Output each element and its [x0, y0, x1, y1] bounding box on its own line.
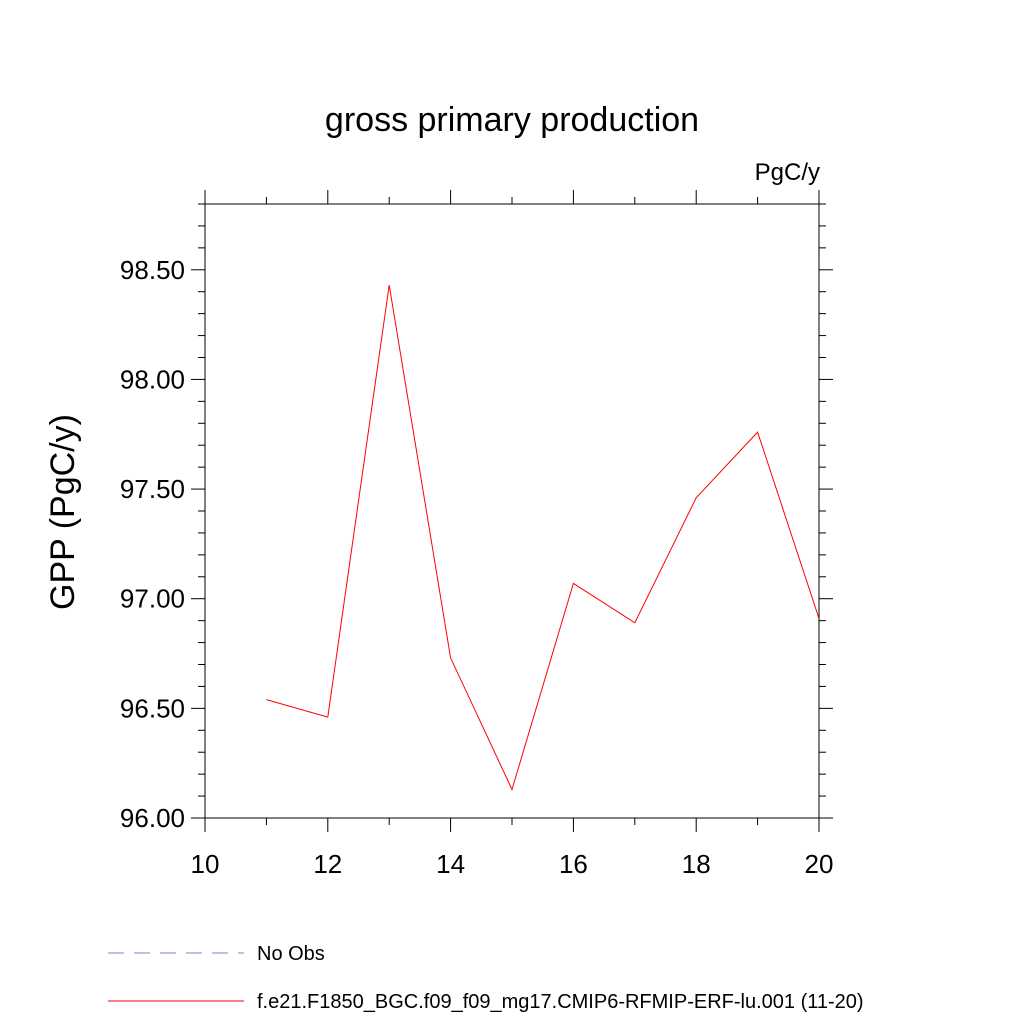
y-tick-label: 98.50: [120, 255, 185, 285]
axis-ticks: [191, 190, 833, 832]
legend-label: No Obs: [257, 943, 325, 965]
plot-frame: [204, 203, 820, 819]
series-line: [266, 285, 820, 791]
y-tick-label: 97.50: [120, 474, 185, 504]
x-tick-label: 20: [805, 849, 834, 879]
units-label: PgC/y: [755, 159, 820, 186]
x-tick-label: 10: [191, 849, 220, 879]
x-tick-labels: 10 12 14 16 18 20: [191, 849, 834, 879]
y-tick-labels: 96.00 96.50 97.00 97.50 98.00 98.50: [120, 255, 185, 833]
x-tick-label: 14: [436, 849, 465, 879]
legend: No Obs f.e21.F1850_BGC.f09_f09_mg17.CMIP6…: [108, 943, 864, 1013]
y-tick-label: 97.00: [120, 584, 185, 614]
y-tick-label: 96.50: [120, 693, 185, 723]
x-tick-label: 16: [559, 849, 588, 879]
y-tick-label: 96.00: [120, 803, 185, 833]
legend-label: f.e21.F1850_BGC.f09_f09_mg17.CMIP6-RFMIP…: [257, 991, 864, 1013]
y-tick-label: 98.00: [120, 364, 185, 394]
chart-title: gross primary production: [325, 101, 699, 139]
x-tick-label: 18: [682, 849, 711, 879]
x-tick-label: 12: [313, 849, 342, 879]
series-lines: [266, 285, 820, 791]
y-axis-label: GPP (PgC/y): [44, 414, 82, 610]
